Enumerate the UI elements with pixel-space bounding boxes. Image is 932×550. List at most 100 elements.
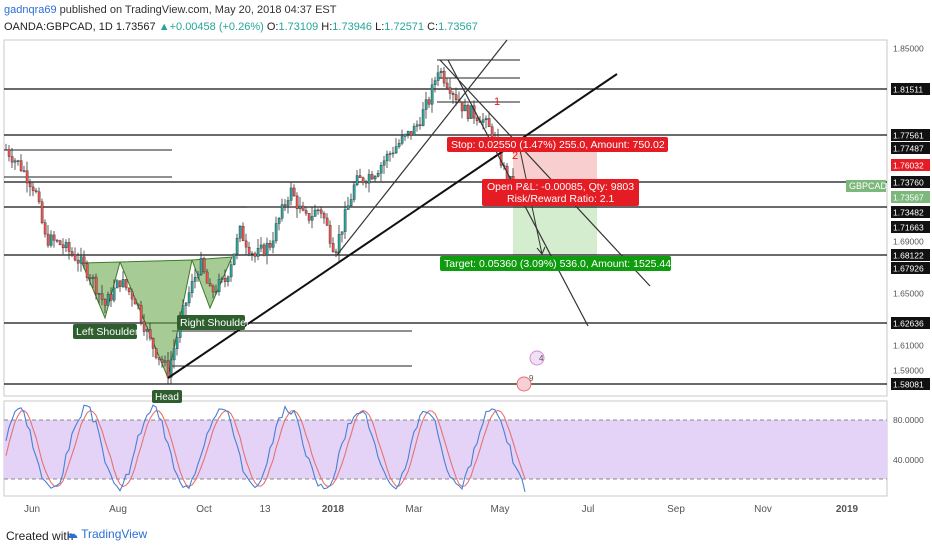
candle-body — [307, 213, 311, 221]
candle-body — [364, 182, 368, 184]
price-tick-label: 1.68122 — [893, 251, 924, 261]
time-axis[interactable]: Jun Aug Oct 13 2018 Mar May Jul Sep Nov 2019 — [24, 504, 859, 515]
candle-body — [241, 225, 245, 242]
footer: Created with ☁ TradingView — [0, 521, 932, 550]
candle-body — [406, 131, 410, 135]
candle-body — [25, 170, 29, 184]
candle-body — [277, 218, 281, 224]
chart-header: gadnqra69 published on TradingView.com, … — [0, 0, 932, 40]
candle-body — [46, 233, 50, 246]
candle-body — [130, 291, 134, 300]
candle-body — [466, 104, 470, 119]
candle-body — [268, 243, 272, 248]
candle-body — [145, 329, 149, 332]
candle-body — [121, 279, 125, 287]
candle-body — [250, 253, 254, 255]
candle-body — [163, 360, 167, 363]
price-tick-label: 1.59000 — [893, 366, 924, 376]
arrow-head-icon — [536, 246, 546, 255]
candle-body — [244, 240, 248, 248]
candle-body — [52, 234, 56, 241]
price-tag-box — [891, 221, 930, 233]
candle-body — [76, 259, 80, 264]
left-shoulder-label: Left Shoulder — [76, 326, 139, 338]
candle-body — [298, 205, 302, 210]
brand-label: TradingView — [81, 527, 148, 541]
price-axis[interactable]: 1.85000 1.81511 1.77561 1.77487 1.76032 1.737… — [891, 44, 930, 466]
candle-body — [211, 285, 215, 293]
candle-body — [400, 136, 404, 144]
candle-body — [67, 242, 71, 252]
candle-body — [229, 264, 233, 278]
candle-body — [103, 299, 107, 306]
price-chart[interactable]: 1 2 4 9 Left Shoulder Right Shoulder Hea… — [0, 0, 932, 521]
candle-body — [370, 174, 374, 180]
candle-body — [433, 80, 437, 86]
candle-body — [7, 149, 11, 157]
event-label-4: 4 — [539, 354, 544, 363]
price-tick-label: 1.58081 — [893, 380, 924, 390]
candle-body — [226, 276, 230, 282]
pl-tag — [482, 179, 639, 206]
price-tick-label: 1.69000 — [893, 237, 924, 247]
candle-body — [283, 204, 287, 206]
candle-body — [490, 126, 494, 139]
time-tick-label: Nov — [754, 504, 772, 515]
candle-body — [205, 271, 209, 284]
price-tag-box — [891, 176, 930, 188]
candle-body — [412, 126, 416, 136]
close-value: 1.73567 — [438, 21, 478, 33]
risk-reward-label: Risk/Reward Ratio: 2.1 — [507, 193, 615, 205]
candle-body — [220, 277, 224, 280]
symbol-tag — [846, 180, 886, 192]
candle-body — [184, 302, 188, 306]
candle-body — [34, 190, 38, 193]
candle-body — [22, 170, 26, 172]
candle-body — [55, 239, 59, 242]
price-tick-label: 1.77561 — [893, 131, 924, 141]
candle-body — [169, 359, 173, 378]
candle-body — [418, 124, 422, 126]
target-label: Target: 0.05360 (3.09%) 536.0, Amount: 1… — [444, 258, 671, 270]
candle-body — [379, 165, 383, 174]
price-tag-box — [891, 191, 930, 203]
wave-label-2: 2 — [512, 150, 518, 162]
candle-body — [31, 186, 35, 191]
time-tick-label: 2019 — [836, 504, 859, 515]
candle-body — [376, 173, 380, 177]
author-link[interactable]: gadnqra69 — [4, 4, 57, 16]
candle-body — [61, 244, 65, 249]
event-icon[interactable] — [529, 350, 545, 366]
candle-body — [346, 205, 350, 210]
candle-body — [316, 209, 320, 212]
candle-body — [271, 240, 275, 248]
price-tag-box — [891, 159, 930, 171]
candle-body — [301, 205, 305, 211]
candle-body — [217, 279, 221, 292]
tradingview-logo[interactable]: ☁ TradingView — [66, 527, 147, 541]
candle-body — [484, 118, 488, 121]
candle-body — [304, 210, 308, 214]
right-shoulder-label: Right Shoulder — [180, 317, 250, 329]
publish-text: published on TradingView.com, May 20, 20… — [59, 4, 337, 16]
candle-body — [397, 143, 401, 147]
main-pane[interactable] — [3, 39, 888, 397]
candle-body — [328, 224, 332, 244]
right-shoulder-tag — [177, 315, 245, 330]
candle-body — [223, 277, 227, 282]
event-icon[interactable] — [516, 376, 532, 392]
candle-body — [151, 337, 155, 349]
candle-body — [73, 254, 77, 261]
candles-group — [4, 65, 515, 384]
candle-body — [154, 348, 158, 358]
price-tick-label: 1.76032 — [893, 161, 924, 171]
left-shoulder-shape — [81, 261, 121, 320]
candle-body — [391, 152, 395, 155]
time-tick-label: Oct — [196, 504, 212, 515]
candle-body — [136, 303, 140, 306]
candle-body — [403, 134, 407, 137]
candle-body — [100, 293, 104, 300]
candle-body — [475, 117, 479, 122]
candle-body — [37, 191, 41, 203]
price-tick-label: 1.67926 — [893, 264, 924, 274]
